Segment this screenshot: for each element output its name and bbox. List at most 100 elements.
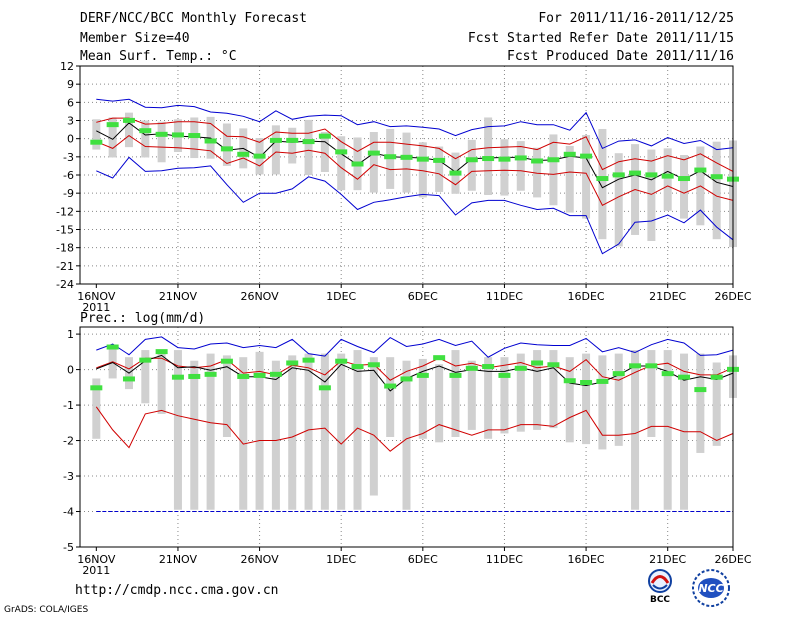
x-tick-label: 1DEC bbox=[326, 553, 356, 566]
spread-bar bbox=[288, 355, 297, 510]
spread-bar bbox=[614, 153, 623, 247]
ensemble-mark bbox=[106, 122, 119, 128]
ensemble-mark bbox=[188, 373, 201, 379]
plot-frame bbox=[79, 65, 734, 285]
spread-bar bbox=[467, 139, 476, 191]
x-year-label: 2011 bbox=[82, 564, 110, 577]
ensemble-mark bbox=[269, 371, 282, 377]
spread-bar bbox=[451, 350, 460, 437]
ensemble-mark bbox=[596, 378, 609, 384]
x-tick-label: 26DEC bbox=[714, 290, 751, 303]
ensemble-mark bbox=[286, 360, 299, 366]
ensemble-mark bbox=[514, 365, 527, 371]
spread-bar bbox=[598, 355, 607, 450]
y-tick-label: -24 bbox=[56, 278, 74, 291]
spread-bar bbox=[418, 142, 427, 198]
upper-line bbox=[96, 357, 734, 381]
footer-url[interactable]: http://cmdp.ncc.cma.gov.cn bbox=[75, 583, 279, 598]
ensemble-mark bbox=[171, 132, 184, 138]
ensemble-mark bbox=[155, 131, 168, 137]
spread-bar bbox=[157, 350, 166, 414]
y-tick-label: 9 bbox=[67, 78, 74, 91]
ensemble-mark bbox=[661, 173, 674, 179]
ensemble-mark bbox=[237, 373, 250, 379]
spread-bar bbox=[516, 141, 525, 191]
ensemble-mark bbox=[139, 128, 152, 134]
spread-bar bbox=[680, 155, 689, 219]
ensemble-mark bbox=[678, 374, 691, 380]
precipitation-panel: -5 -4 -3 -2 -1 0 1 16NOV 21NOV 26NOV 1DEC 6DEC 11DEC… bbox=[63, 311, 752, 577]
spread-bar bbox=[124, 112, 133, 148]
spread-bar bbox=[369, 357, 378, 496]
spread-bar bbox=[206, 353, 215, 510]
ensemble-mark bbox=[580, 380, 593, 385]
spread-bar bbox=[467, 360, 476, 430]
y-tick-label: 0 bbox=[67, 133, 74, 146]
ensemble-mark bbox=[710, 174, 723, 180]
spread-bar bbox=[500, 139, 509, 196]
ensemble-mark bbox=[367, 150, 380, 156]
max-line bbox=[96, 98, 734, 151]
ensemble-mark bbox=[629, 170, 642, 176]
ensemble-mark bbox=[482, 364, 495, 370]
ensemble-mark bbox=[400, 376, 413, 382]
ensemble-mark bbox=[384, 383, 397, 389]
y-tick-label: 0 bbox=[67, 364, 74, 377]
spread-bar bbox=[108, 117, 117, 158]
spread-bar bbox=[696, 353, 705, 453]
plot-frame bbox=[79, 326, 734, 548]
grads-credit: GrADS: COLA/IGES bbox=[4, 605, 89, 615]
spread-bar bbox=[337, 353, 346, 510]
spread-bar bbox=[533, 147, 542, 198]
x-tick-label: 21DEC bbox=[649, 290, 686, 303]
ensemble-mark bbox=[122, 117, 135, 123]
y-tick-label: -15 bbox=[56, 224, 74, 237]
spread-bar bbox=[386, 357, 395, 437]
spread-bar bbox=[631, 350, 640, 510]
variable-label: Mean Surf. Temp.: °C bbox=[80, 49, 237, 64]
spread-bar bbox=[435, 364, 444, 443]
spread-bar bbox=[614, 353, 623, 446]
spread-bar bbox=[402, 360, 411, 510]
ensemble-mark bbox=[710, 374, 723, 380]
ensemble-mark bbox=[318, 133, 331, 139]
bcc-logo-text: BCC bbox=[650, 595, 670, 604]
x-tick-label: 11DEC bbox=[486, 553, 523, 566]
y-tick-label: -3 bbox=[63, 151, 74, 164]
ensemble-mark bbox=[645, 363, 658, 369]
ensemble-mark bbox=[302, 139, 315, 145]
ensemble-mark bbox=[139, 357, 152, 363]
bcc-logo-icon: BCC bbox=[648, 569, 672, 604]
median-line bbox=[96, 122, 734, 189]
x-tick-label: 26NOV bbox=[240, 553, 279, 566]
ensemble-mark bbox=[220, 358, 233, 364]
spread-bar bbox=[565, 145, 574, 213]
ensemble-mark bbox=[514, 155, 527, 161]
spread-bar bbox=[353, 350, 362, 510]
ensemble-mark bbox=[482, 156, 495, 162]
spread-bar bbox=[582, 135, 591, 219]
y-tick-label: -1 bbox=[63, 399, 74, 412]
ensemble-mark bbox=[661, 371, 674, 377]
x-tick-label: 1DEC bbox=[326, 290, 356, 303]
ensemble-mark bbox=[547, 157, 560, 163]
y-tick-label: -4 bbox=[63, 506, 74, 519]
spread-bar bbox=[304, 119, 313, 175]
spread-bar bbox=[598, 128, 607, 240]
ensemble-mark bbox=[188, 133, 201, 139]
spread-bar bbox=[255, 351, 264, 510]
ensemble-mark bbox=[449, 170, 462, 176]
spread-bar bbox=[173, 350, 182, 510]
ensemble-mark bbox=[286, 137, 299, 143]
max-line bbox=[96, 336, 734, 358]
ensemble-mark bbox=[612, 172, 625, 178]
y-tick-label: 12 bbox=[60, 60, 74, 73]
ensemble-mark bbox=[400, 154, 413, 160]
ensemble-mark bbox=[547, 362, 560, 368]
spread-bar bbox=[484, 357, 493, 439]
spread-bar bbox=[712, 141, 721, 240]
ensemble-mark bbox=[498, 156, 511, 162]
spread-bar bbox=[190, 360, 199, 510]
spread-bar bbox=[418, 358, 427, 439]
spread-bar bbox=[435, 146, 444, 192]
